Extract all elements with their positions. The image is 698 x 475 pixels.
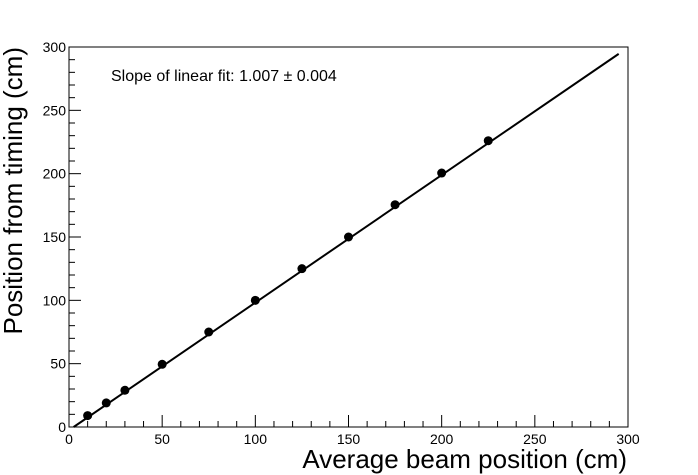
y-axis-title: Position from timing (cm)	[0, 47, 28, 335]
y-tick-label: 200	[43, 166, 67, 182]
y-tick-label: 300	[43, 39, 67, 55]
y-axis-tick-labels: 0 50 100 150 200 250 300	[43, 39, 67, 435]
data-points	[83, 136, 493, 421]
x-tick-label: 300	[616, 431, 640, 447]
data-point	[157, 359, 167, 369]
data-point	[83, 411, 93, 421]
y-tick-label: 50	[50, 356, 66, 372]
data-point	[101, 398, 111, 408]
y-axis-ticks	[69, 46, 81, 428]
data-point	[204, 327, 214, 337]
data-point	[250, 295, 260, 305]
data-point	[390, 200, 400, 210]
y-tick-label: 100	[43, 292, 67, 308]
x-tick-label: 50	[154, 431, 170, 447]
y-tick-label: 250	[43, 102, 67, 118]
data-point	[120, 385, 130, 395]
data-point	[297, 264, 307, 274]
x-tick-label: 100	[244, 431, 268, 447]
x-tick-label: 200	[430, 431, 454, 447]
x-tick-label: 150	[337, 431, 361, 447]
data-point	[437, 168, 447, 178]
x-tick-label: 250	[523, 431, 547, 447]
y-tick-label: 150	[43, 229, 67, 245]
x-axis-tick-labels: 0 50 100 150 200 250 300	[65, 431, 640, 447]
x-axis-title: Average beam position (cm)	[302, 444, 627, 474]
data-point	[344, 232, 353, 242]
x-tick-label: 0	[65, 431, 73, 447]
y-tick-label: 0	[58, 419, 66, 435]
x-axis-ticks	[68, 415, 629, 427]
data-point	[483, 136, 493, 146]
annotation-fit-slope: Slope of linear fit: 1.007 ± 0.004	[111, 68, 337, 85]
